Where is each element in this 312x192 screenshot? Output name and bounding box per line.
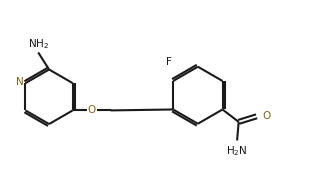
Text: NH$_2$: NH$_2$ — [28, 37, 49, 51]
Text: O: O — [88, 105, 96, 115]
Text: F: F — [166, 57, 171, 67]
Text: N: N — [16, 77, 24, 87]
Text: O: O — [262, 111, 271, 121]
Text: H$_2$N: H$_2$N — [226, 144, 248, 158]
